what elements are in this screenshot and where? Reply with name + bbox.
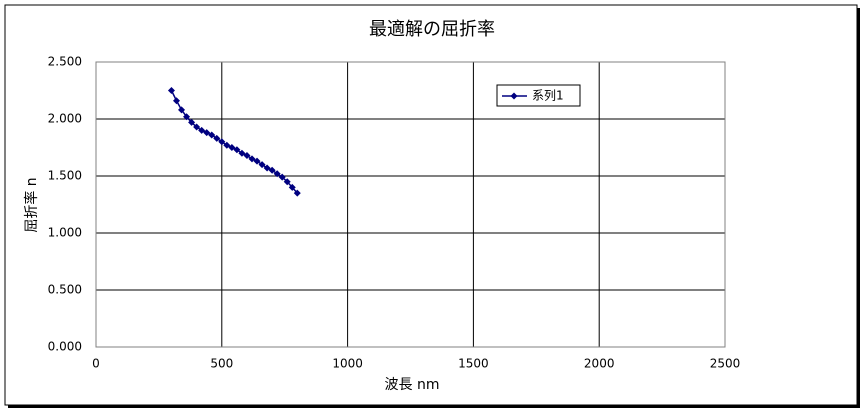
marker [208, 131, 216, 139]
marker [178, 106, 186, 114]
marker [253, 157, 261, 165]
marker [203, 129, 211, 137]
marker [223, 141, 231, 149]
x-tick-label: 2500 [710, 357, 741, 371]
x-tick-label: 0 [92, 357, 100, 371]
y-tick-label: 2.000 [48, 112, 82, 126]
marker [213, 134, 221, 142]
legend-box [496, 84, 581, 107]
marker [188, 118, 196, 126]
marker [228, 144, 236, 151]
marker [233, 146, 241, 154]
x-tick-label: 1000 [332, 357, 363, 371]
chart-frame [4, 4, 858, 406]
x-tick-label: 1500 [458, 357, 489, 371]
x-tick-label: 2000 [584, 357, 615, 371]
marker [268, 166, 276, 174]
marker [263, 164, 271, 172]
y-tick-label: 0.500 [48, 283, 82, 297]
marker [278, 173, 286, 181]
marker [198, 126, 206, 134]
x-tick-label: 500 [210, 357, 233, 371]
marker [167, 87, 175, 94]
legend-label: 系列1 [532, 89, 564, 103]
x-axis-label: 波長 nm [385, 377, 440, 393]
plot-border [95, 61, 726, 348]
y-tick-label: 0.000 [48, 340, 82, 354]
marker [183, 113, 191, 121]
marker [173, 97, 181, 105]
marker [243, 151, 251, 159]
legend-marker [510, 92, 518, 100]
marker [283, 178, 291, 186]
marker [293, 189, 301, 197]
marker [258, 161, 266, 169]
y-tick-label: 1.000 [48, 226, 82, 240]
chart-title: 最適解の屈折率 [369, 19, 495, 40]
y-axis-label: 屈折率 n [23, 177, 40, 232]
marker [238, 149, 246, 157]
y-tick-label: 2.500 [48, 55, 82, 69]
y-tick-label: 1.500 [48, 169, 82, 183]
marker [273, 170, 281, 178]
marker [193, 123, 201, 131]
marker [288, 183, 296, 191]
marker [248, 155, 256, 163]
marker [218, 138, 226, 146]
